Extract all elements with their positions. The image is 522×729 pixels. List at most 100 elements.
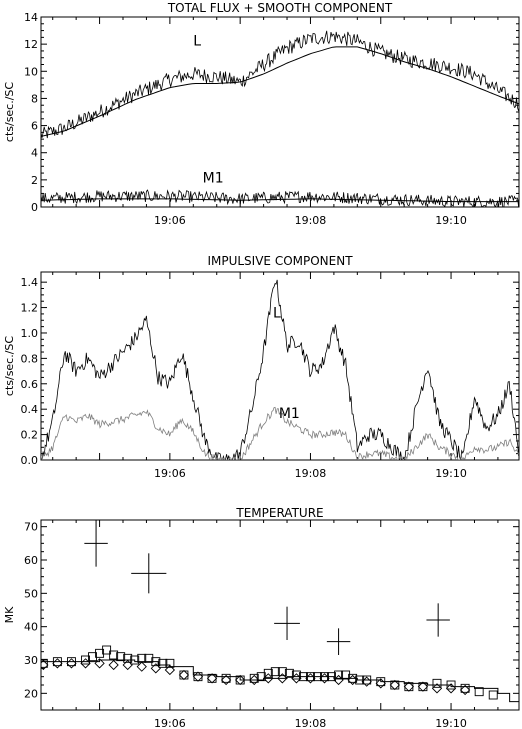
y-tick-label: 4 bbox=[31, 147, 38, 160]
x-tick-label: 19:08 bbox=[295, 214, 327, 227]
y-tick-label: 12 bbox=[24, 38, 38, 51]
square-point bbox=[362, 675, 372, 685]
y-tick-label: 1.2 bbox=[21, 302, 39, 315]
square-point bbox=[179, 670, 189, 680]
square-point bbox=[207, 673, 217, 683]
diamond-point bbox=[108, 659, 119, 671]
y-tick-label: 0.8 bbox=[21, 352, 39, 365]
x-tick-label: 19:10 bbox=[435, 717, 467, 729]
x-tick-label: 19:06 bbox=[154, 717, 186, 729]
series-annotation: M1 bbox=[203, 171, 224, 187]
data-area bbox=[41, 520, 519, 703]
square-point bbox=[348, 673, 358, 683]
data-area bbox=[41, 30, 519, 207]
error-cross bbox=[131, 553, 167, 594]
y-tick-label: 0.2 bbox=[21, 429, 39, 442]
y-tick-label: 20 bbox=[24, 687, 38, 700]
y-tick-label: 70 bbox=[24, 521, 38, 534]
diamond-point bbox=[164, 664, 176, 676]
series-annotation: L bbox=[193, 34, 201, 50]
square-point bbox=[165, 658, 175, 668]
y-tick-label: 1.4 bbox=[21, 276, 39, 289]
series-line-l-smooth-component bbox=[41, 46, 519, 137]
diamond-point bbox=[291, 673, 302, 684]
plot-frame bbox=[40, 271, 520, 461]
panel-temperature: TEMPERATURE MK 20 30 40 50 60 70 19:06 19:08 19:10 bbox=[3, 506, 520, 729]
series-line-m1 bbox=[41, 406, 519, 460]
diamond-point bbox=[150, 663, 161, 674]
y-axis-label: MK bbox=[3, 606, 16, 623]
square-point bbox=[390, 680, 400, 690]
y-tick-label: 40 bbox=[24, 621, 38, 634]
square-point bbox=[193, 672, 203, 682]
panel-total-flux: TOTAL FLUX + SMOOTH COMPONENT cts/sec./SC… bbox=[3, 1, 520, 227]
y-tick-label: 6 bbox=[31, 120, 38, 133]
error-cross bbox=[84, 520, 108, 567]
diamond-point bbox=[220, 674, 232, 686]
square-point bbox=[418, 682, 428, 692]
square-point bbox=[102, 645, 112, 655]
diamond-point bbox=[459, 684, 471, 696]
chart-title: IMPULSIVE COMPONENT bbox=[207, 254, 353, 268]
series-annotation: L bbox=[273, 306, 281, 322]
square-point bbox=[130, 655, 140, 665]
square-point bbox=[123, 653, 133, 663]
diamond-point bbox=[52, 658, 63, 669]
square-point bbox=[291, 670, 301, 680]
square-point bbox=[376, 677, 386, 687]
square-point bbox=[67, 657, 76, 667]
y-tick-label: 60 bbox=[24, 554, 38, 567]
square-point bbox=[221, 673, 231, 683]
square-point bbox=[341, 670, 351, 680]
y-tick-label: 10 bbox=[24, 65, 38, 78]
diamond-point bbox=[122, 659, 133, 671]
x-tick-label: 19:08 bbox=[295, 467, 327, 480]
diamond-point bbox=[206, 673, 218, 684]
diamond-point bbox=[94, 658, 105, 669]
panel-impulsive-component: IMPULSIVE COMPONENT cts/sec./SC 0.0 0.2 0.4 0… bbox=[3, 254, 520, 480]
y-tick-label: 2 bbox=[31, 174, 38, 187]
square-point bbox=[95, 648, 105, 658]
square-point bbox=[81, 655, 90, 665]
plot-frame bbox=[40, 519, 520, 711]
diamond-point bbox=[305, 673, 316, 684]
diamond-point bbox=[277, 673, 288, 684]
series-line-l bbox=[41, 30, 519, 139]
x-tick-label: 19:10 bbox=[435, 214, 467, 227]
square-point bbox=[306, 672, 315, 682]
data-area bbox=[41, 279, 519, 460]
diamond-point bbox=[347, 674, 358, 686]
series-line-m1-smooth-component bbox=[41, 198, 519, 203]
diamond-point bbox=[178, 669, 190, 681]
square-point bbox=[404, 682, 414, 692]
series-line-m1 bbox=[41, 189, 519, 207]
square-point bbox=[474, 687, 484, 697]
square-point bbox=[488, 690, 498, 700]
diamond-point bbox=[319, 673, 330, 684]
diamond-point bbox=[403, 681, 415, 692]
y-axis-label: cts/sec./SC bbox=[3, 336, 16, 397]
x-tick-label: 19:10 bbox=[435, 467, 467, 480]
square-point bbox=[158, 658, 168, 668]
y-tick-label: 14 bbox=[24, 11, 38, 24]
y-tick-label: 30 bbox=[24, 654, 38, 667]
series-line-l bbox=[41, 279, 519, 460]
plot-frame bbox=[40, 16, 520, 208]
diamond-point bbox=[136, 661, 147, 672]
square-point bbox=[446, 680, 456, 690]
square-point bbox=[460, 683, 470, 693]
diamond-point bbox=[375, 678, 386, 689]
x-tick-label: 19:06 bbox=[154, 214, 186, 227]
series-annotation: M1 bbox=[279, 406, 300, 422]
y-tick-label: 0 bbox=[31, 201, 38, 214]
square-point bbox=[249, 673, 259, 683]
diamond-point bbox=[361, 676, 372, 687]
square-point bbox=[284, 668, 294, 678]
diamond-point bbox=[417, 681, 429, 692]
error-cross bbox=[326, 628, 351, 655]
square-point bbox=[109, 650, 119, 660]
square-point bbox=[334, 670, 344, 680]
square-point bbox=[88, 652, 97, 662]
y-tick-label: 0.4 bbox=[21, 403, 39, 416]
